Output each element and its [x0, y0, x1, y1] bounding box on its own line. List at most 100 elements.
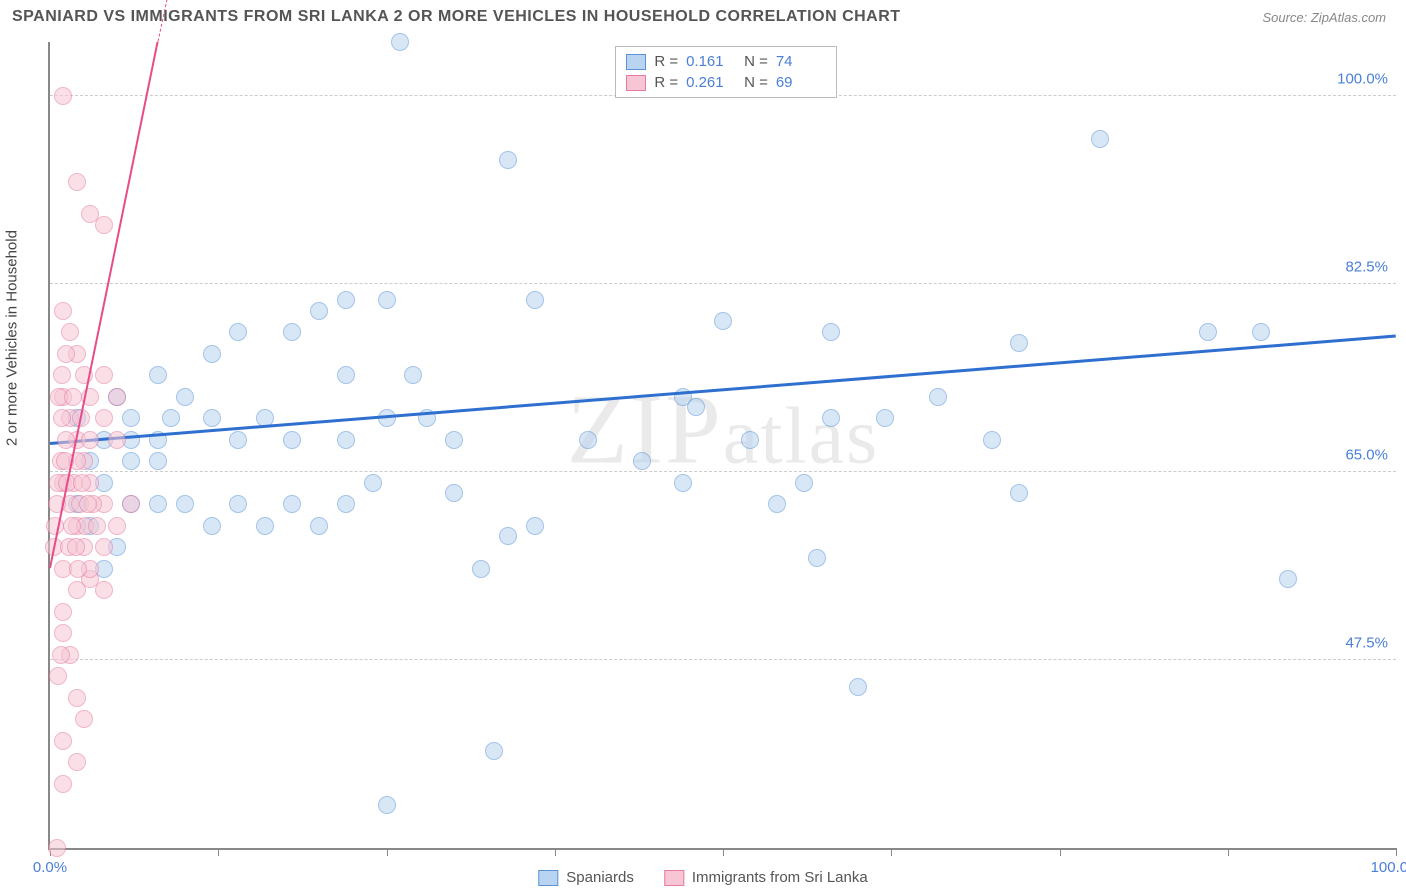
data-point: [1252, 323, 1270, 341]
data-point: [876, 409, 894, 427]
data-point: [95, 581, 113, 599]
gridline: [50, 283, 1396, 284]
stats-legend: R = 0.161 N = 74 R = 0.261 N = 69: [615, 46, 837, 98]
data-point: [203, 409, 221, 427]
x-tick-label: 0.0%: [33, 859, 67, 876]
stat-r-label: R =: [654, 74, 678, 91]
x-tick: [218, 848, 219, 856]
x-tick-label: 100.0%: [1371, 859, 1406, 876]
trend-line: [50, 335, 1396, 445]
data-point: [108, 388, 126, 406]
data-point: [337, 431, 355, 449]
y-tick-label: 65.0%: [1345, 446, 1388, 463]
data-point: [203, 345, 221, 363]
data-point: [485, 742, 503, 760]
data-point: [68, 753, 86, 771]
data-point: [95, 538, 113, 556]
data-point: [808, 549, 826, 567]
data-point: [822, 409, 840, 427]
data-point: [526, 291, 544, 309]
y-axis-label: 2 or more Vehicles in Household: [4, 230, 21, 446]
data-point: [122, 495, 140, 513]
data-point: [822, 323, 840, 341]
data-point: [633, 452, 651, 470]
data-point: [714, 312, 732, 330]
data-point: [53, 409, 71, 427]
data-point: [149, 452, 167, 470]
x-tick: [723, 848, 724, 856]
data-point: [795, 474, 813, 492]
data-point: [68, 689, 86, 707]
data-point: [378, 291, 396, 309]
stat-n-value: 74: [776, 53, 826, 70]
data-point: [75, 710, 93, 728]
legend-item-spaniards: Spaniards: [538, 869, 634, 886]
data-point: [983, 431, 1001, 449]
data-point: [849, 678, 867, 696]
data-point: [63, 517, 81, 535]
data-point: [108, 517, 126, 535]
stat-r-value: 0.161: [686, 53, 736, 70]
data-point: [256, 517, 274, 535]
legend-swatch: [538, 870, 558, 886]
data-point: [741, 431, 759, 449]
data-point: [48, 839, 66, 857]
scatter-chart: ZIPatlas 47.5%65.0%82.5%100.0%0.0%100.0%…: [48, 42, 1396, 850]
data-point: [95, 409, 113, 427]
data-point: [54, 603, 72, 621]
data-point: [61, 323, 79, 341]
data-point: [337, 495, 355, 513]
data-point: [310, 517, 328, 535]
data-point: [53, 366, 71, 384]
legend-swatch: [626, 54, 646, 70]
data-point: [95, 366, 113, 384]
data-point: [57, 431, 75, 449]
stat-r-label: R =: [654, 53, 678, 70]
data-point: [283, 495, 301, 513]
data-point: [149, 366, 167, 384]
gridline: [50, 659, 1396, 660]
legend-swatch: [664, 870, 684, 886]
data-point: [49, 667, 67, 685]
data-point: [69, 560, 87, 578]
data-point: [1010, 334, 1028, 352]
data-point: [54, 87, 72, 105]
data-point: [229, 495, 247, 513]
x-tick: [891, 848, 892, 856]
data-point: [472, 560, 490, 578]
source-label: Source: ZipAtlas.com: [1262, 10, 1386, 25]
data-point: [64, 388, 82, 406]
stat-n-value: 69: [776, 74, 826, 91]
x-tick: [1228, 848, 1229, 856]
y-tick-label: 100.0%: [1337, 70, 1388, 87]
data-point: [79, 495, 97, 513]
data-point: [404, 366, 422, 384]
data-point: [54, 302, 72, 320]
data-point: [283, 431, 301, 449]
data-point: [229, 323, 247, 341]
data-point: [1091, 130, 1109, 148]
data-point: [674, 474, 692, 492]
data-point: [88, 517, 106, 535]
x-tick: [1396, 848, 1397, 856]
data-point: [337, 291, 355, 309]
legend-item-sri-lanka: Immigrants from Sri Lanka: [664, 869, 868, 886]
stats-row: R =0.161N =74: [626, 51, 826, 72]
data-point: [283, 323, 301, 341]
data-point: [364, 474, 382, 492]
data-point: [68, 581, 86, 599]
y-tick-label: 82.5%: [1345, 258, 1388, 275]
stat-r-value: 0.261: [686, 74, 736, 91]
data-point: [1010, 484, 1028, 502]
stats-row: R = 0.261 N = 69: [626, 72, 826, 93]
chart-header: SPANIARD VS IMMIGRANTS FROM SRI LANKA 2 …: [0, 0, 1406, 30]
data-point: [149, 495, 167, 513]
data-point: [310, 302, 328, 320]
data-point: [203, 517, 221, 535]
bottom-legend: Spaniards Immigrants from Sri Lanka: [538, 869, 867, 886]
data-point: [52, 646, 70, 664]
data-point: [378, 796, 396, 814]
data-point: [54, 732, 72, 750]
x-tick: [555, 848, 556, 856]
stat-n-label: N =: [744, 74, 768, 91]
